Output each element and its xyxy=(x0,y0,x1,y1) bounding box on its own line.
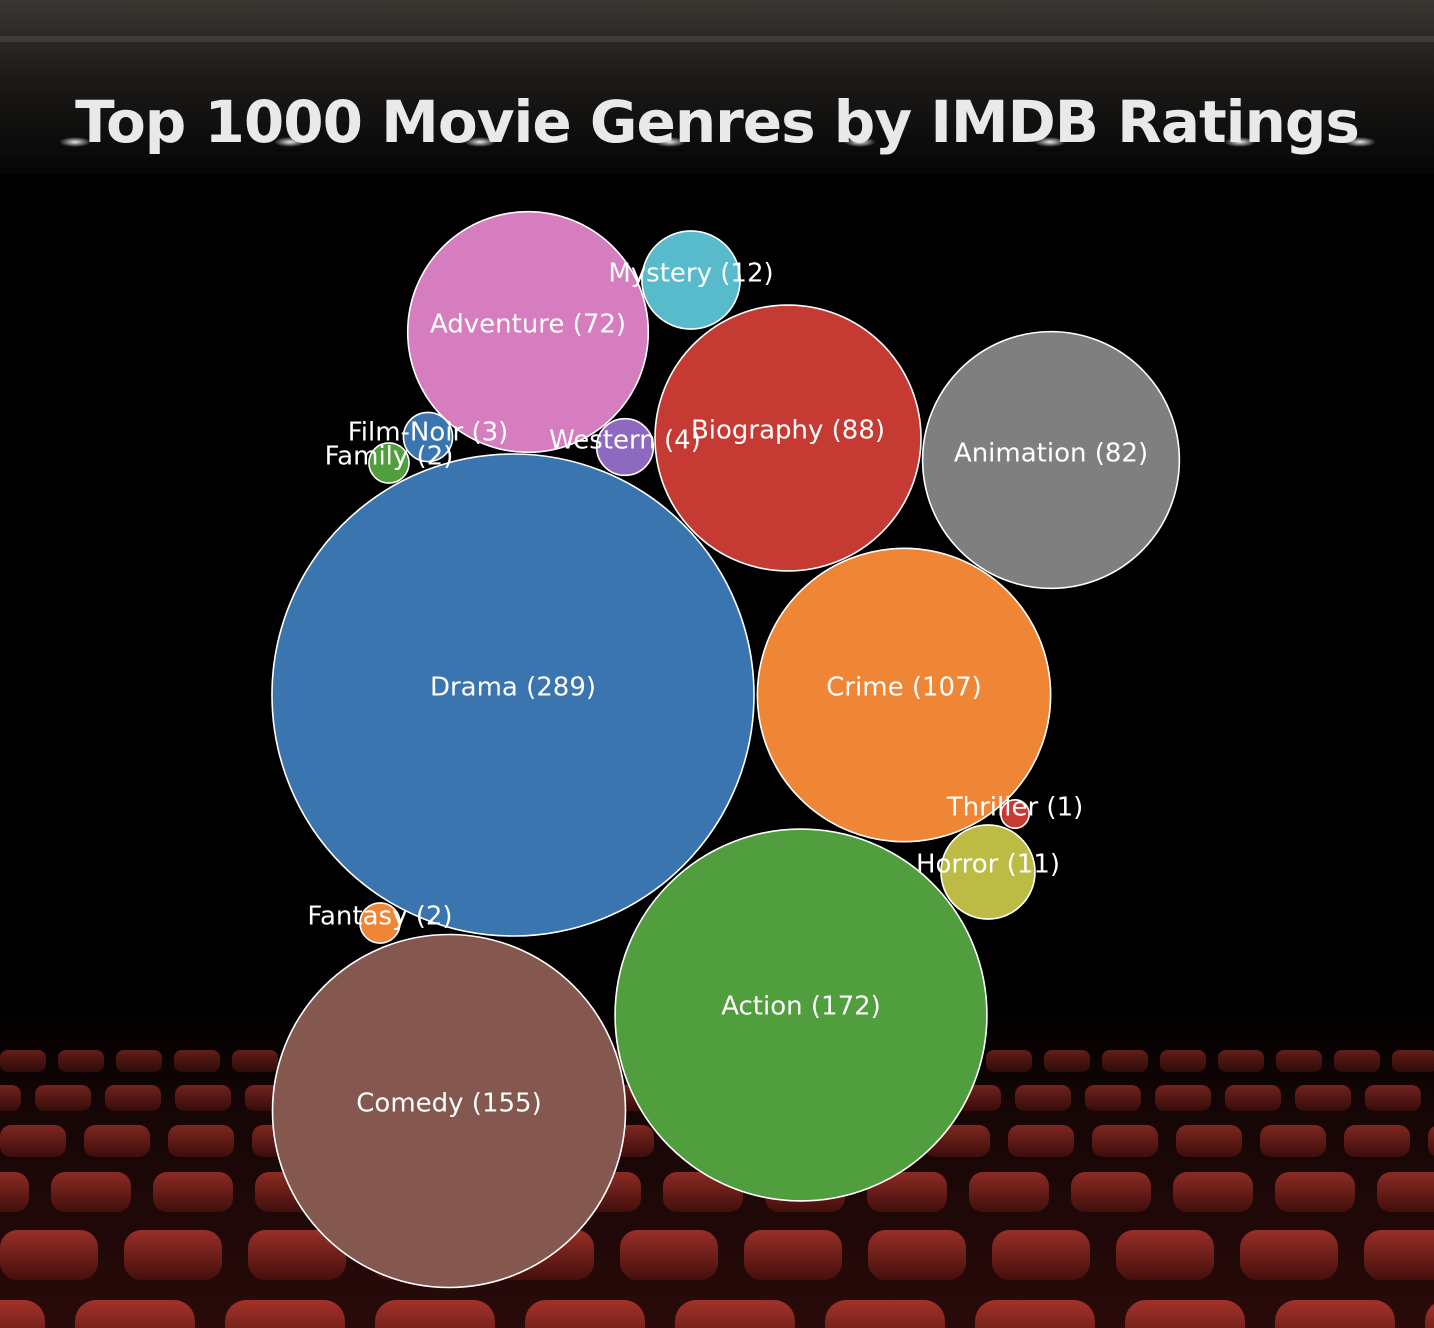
bubble-label-biography: Biography (88) xyxy=(691,416,885,446)
bubble-family[interactable] xyxy=(368,442,410,484)
bubble-thriller[interactable] xyxy=(1000,799,1030,829)
bubble-label-action: Action (172) xyxy=(721,992,881,1022)
bubble-label-horror: Horror (11) xyxy=(916,850,1060,880)
bubble-label-crime: Crime (107) xyxy=(826,673,982,703)
bubble-label-thriller: Thriller (1) xyxy=(946,793,1084,823)
chart-title: Top 1000 Movie Genres by IMDB Ratings xyxy=(75,88,1360,156)
bubble-fantasy[interactable] xyxy=(359,902,401,944)
bubble-western[interactable] xyxy=(595,417,655,477)
bubble-label-family: Family (2) xyxy=(325,442,454,472)
bubble-label-animation: Animation (82) xyxy=(954,439,1148,469)
bubble-label-adventure: Adventure (72) xyxy=(430,310,626,340)
bubble-label-comedy: Comedy (155) xyxy=(356,1089,541,1119)
bubble-horror[interactable] xyxy=(940,824,1036,920)
bubble-mystery[interactable] xyxy=(641,230,741,330)
bubble-animation[interactable] xyxy=(921,330,1181,590)
bubble-label-western: Western (4) xyxy=(549,426,701,456)
bubble-label-drama: Drama (289) xyxy=(430,673,596,703)
bubble-action[interactable] xyxy=(614,828,988,1202)
bubble-label-mystery: Mystery (12) xyxy=(608,259,773,289)
bubble-label-fantasy: Fantasy (2) xyxy=(307,902,452,932)
bubble-biography[interactable] xyxy=(654,304,922,572)
bubble-adventure[interactable] xyxy=(406,210,650,454)
bubble-film-noir[interactable] xyxy=(402,411,454,463)
bubble-drama[interactable] xyxy=(271,453,755,937)
bubble-label-film-noir: Film-Noir (3) xyxy=(348,418,509,448)
bubble-crime[interactable] xyxy=(756,547,1052,843)
bubble-comedy[interactable] xyxy=(271,933,627,1289)
